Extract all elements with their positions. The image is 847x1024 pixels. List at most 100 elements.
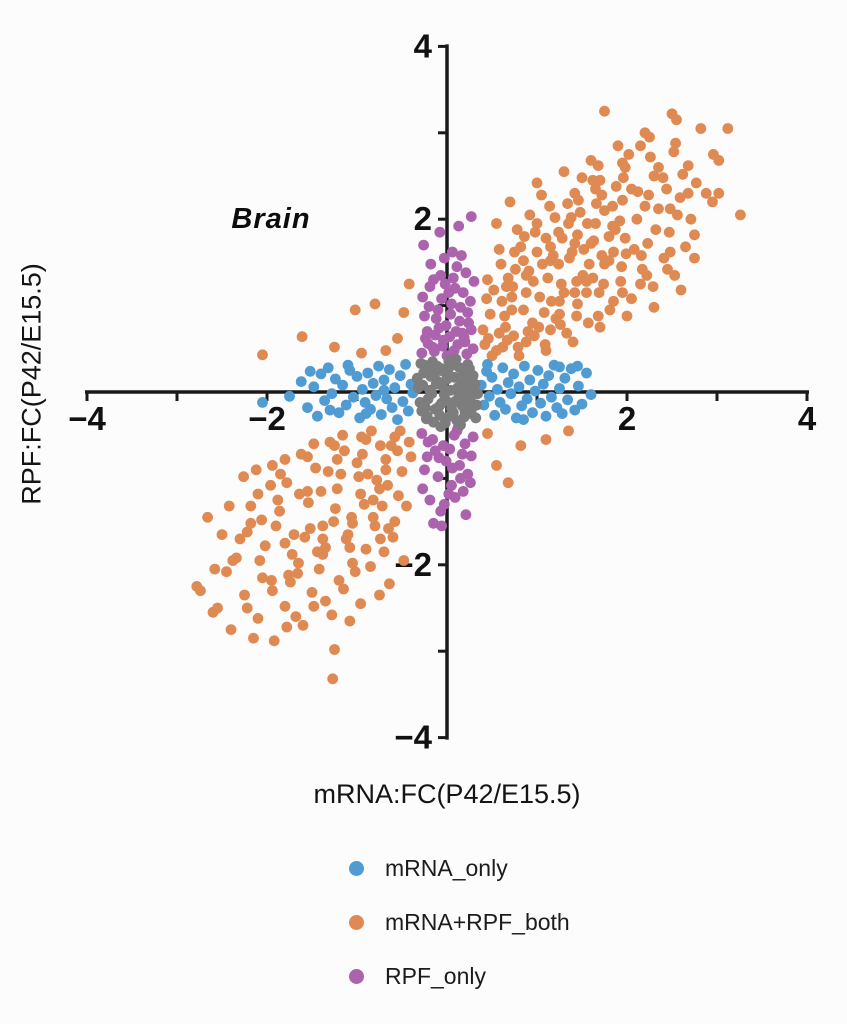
data-point — [241, 526, 253, 538]
data-point — [456, 448, 468, 460]
data-point — [508, 330, 519, 342]
data-point — [348, 391, 359, 403]
data-point — [572, 360, 583, 372]
data-point — [497, 341, 509, 353]
data-point — [454, 315, 465, 327]
data-point — [642, 238, 654, 249]
data-point — [459, 438, 471, 450]
data-point — [594, 321, 606, 333]
data-point — [384, 364, 395, 375]
data-point — [259, 540, 271, 552]
data-point — [353, 471, 365, 483]
data-point — [540, 434, 552, 445]
data-point — [612, 140, 624, 152]
data-point — [433, 322, 445, 334]
data-point — [598, 278, 609, 290]
legend-label: RPF_only — [385, 963, 486, 989]
data-point — [337, 429, 348, 441]
data-point — [306, 587, 318, 598]
data-point — [689, 229, 700, 241]
data-point — [371, 474, 383, 486]
data-point — [561, 327, 573, 339]
data-point — [508, 368, 519, 380]
data-point — [467, 431, 479, 443]
data-point — [520, 287, 532, 298]
data-point — [653, 203, 664, 215]
data-point — [682, 187, 694, 199]
data-point — [434, 409, 446, 421]
data-point — [456, 250, 467, 261]
data-point — [645, 151, 656, 163]
data-point — [604, 304, 616, 316]
data-point — [344, 542, 356, 553]
data-point — [562, 394, 573, 406]
data-point — [326, 388, 338, 400]
data-point — [297, 619, 309, 631]
data-point — [529, 385, 541, 397]
data-point — [302, 486, 313, 497]
data-point — [285, 576, 296, 588]
data-point — [620, 248, 632, 260]
data-point — [610, 181, 622, 192]
data-point — [401, 500, 412, 512]
data-point — [469, 378, 481, 390]
y-axis-title: RPF:FC(P42/E15.5) — [16, 263, 47, 505]
data-point — [614, 215, 626, 227]
data-point — [576, 398, 588, 410]
data-point — [234, 533, 246, 545]
data-point — [682, 160, 694, 172]
data-point — [492, 384, 503, 395]
data-point — [338, 583, 349, 595]
data-point — [593, 287, 605, 298]
data-point — [608, 295, 619, 307]
data-point — [383, 523, 394, 534]
data-point — [374, 589, 385, 601]
data-point — [447, 246, 458, 258]
data-point — [274, 505, 285, 517]
data-point — [626, 293, 637, 305]
data-point — [398, 555, 410, 566]
data-point — [488, 284, 500, 296]
data-point — [430, 313, 442, 324]
data-point — [342, 529, 354, 540]
data-point — [623, 149, 635, 160]
data-point — [381, 393, 393, 405]
data-point — [497, 362, 509, 374]
data-point — [447, 359, 458, 371]
data-point — [360, 408, 372, 419]
data-point — [256, 514, 267, 526]
data-point — [460, 267, 472, 279]
data-point — [571, 310, 582, 322]
data-point — [572, 298, 583, 310]
data-point — [461, 348, 473, 360]
data-point — [337, 379, 348, 391]
data-point — [380, 345, 392, 356]
data-point — [421, 410, 433, 422]
data-point — [378, 546, 390, 558]
data-point — [574, 206, 586, 218]
data-point — [569, 238, 581, 249]
data-point — [304, 523, 316, 534]
data-point — [675, 284, 687, 296]
legend-item-rpf-only: RPF_only — [349, 963, 570, 989]
data-point — [531, 177, 543, 189]
data-point — [674, 192, 686, 204]
data-point — [317, 533, 329, 545]
data-point — [319, 395, 330, 406]
data-point — [680, 241, 691, 253]
data-point — [590, 218, 601, 229]
legend-label: mRNA+RPF_both — [385, 909, 570, 935]
data-point — [400, 359, 411, 370]
data-point — [540, 232, 552, 244]
data-point — [357, 448, 368, 460]
data-point — [449, 492, 461, 503]
data-point — [275, 468, 286, 480]
data-point — [513, 350, 525, 362]
data-point — [533, 321, 545, 333]
data-point — [445, 308, 456, 320]
data-point — [713, 155, 725, 166]
data-point — [279, 454, 291, 465]
data-point — [639, 200, 651, 212]
data-point — [432, 304, 444, 316]
data-point — [617, 287, 628, 298]
